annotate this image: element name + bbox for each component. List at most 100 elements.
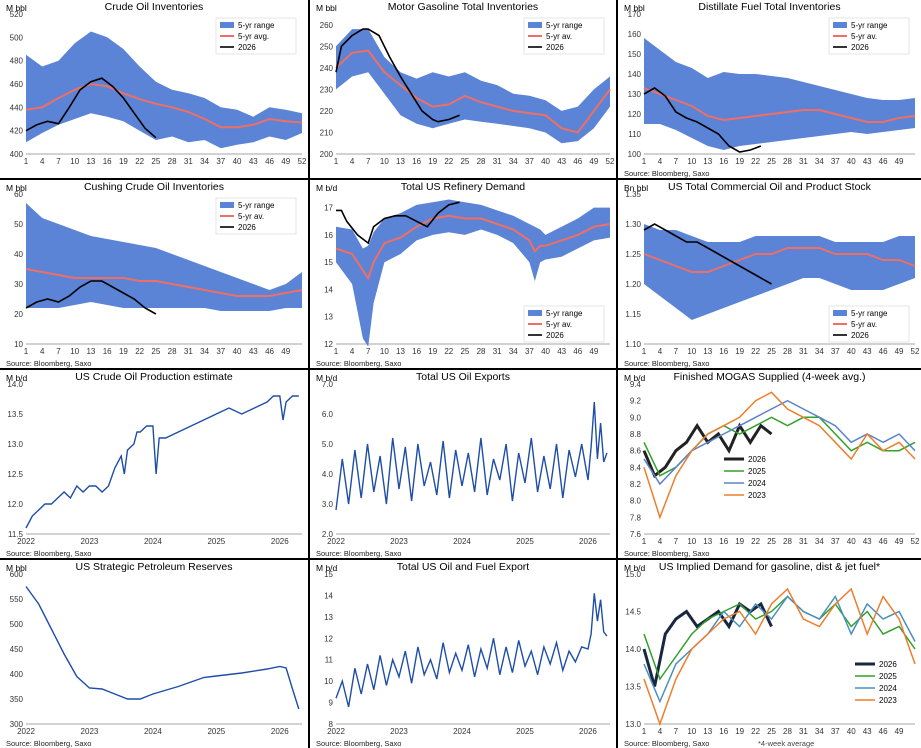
y-axis-unit-label: M b/d — [624, 373, 646, 383]
five-year-range-area — [26, 31, 302, 149]
x-tick-label: 10 — [70, 157, 79, 166]
x-tick-label: 28 — [168, 157, 177, 166]
x-tick-label: 4 — [658, 157, 663, 166]
x-tick-label: 25 — [767, 727, 776, 736]
chart-title: Distillate Fuel Total Inventories — [698, 1, 840, 13]
y-tick-label: 12.0 — [7, 500, 23, 509]
x-tick-label: 19 — [735, 347, 744, 356]
chart-us-crude-production: US Crude Oil Production estimate M b/d 11.… — [6, 371, 302, 558]
legend-swatch-range — [528, 310, 542, 316]
x-tick-label: 16 — [719, 537, 728, 546]
y-axis-unit-label: M b/d — [624, 563, 646, 573]
series-line — [643, 416, 916, 477]
chart-title: Total US Oil Exports — [416, 371, 510, 383]
grid-divider — [308, 0, 310, 748]
x-tick-label: 4 — [40, 157, 45, 166]
x-tick-label: 25 — [151, 347, 160, 356]
x-tick-label: 13 — [396, 157, 405, 166]
x-tick-label: 10 — [380, 157, 389, 166]
legend-label: 2026 — [879, 660, 897, 669]
y-tick-label: 8.4 — [630, 463, 642, 472]
series-line — [25, 395, 299, 529]
x-tick-label: 4 — [658, 537, 663, 546]
legend-label-average: 5-yr av. — [546, 32, 572, 41]
x-tick-label: 2023 — [390, 537, 408, 546]
x-tick-label: 40 — [847, 157, 856, 166]
x-tick-label: 28 — [783, 347, 792, 356]
x-tick-label: 2025 — [516, 727, 534, 736]
y-tick-label: 14.0 — [625, 645, 641, 654]
x-tick-label: 10 — [687, 347, 696, 356]
x-tick-label: 46 — [265, 347, 274, 356]
y-tick-label: 130 — [628, 90, 642, 99]
x-tick-label: 22 — [751, 157, 760, 166]
y-tick-label: 12 — [324, 340, 333, 349]
y-tick-label: 210 — [320, 128, 334, 137]
legend-label: 2025 — [879, 672, 897, 681]
x-tick-label: 13 — [703, 727, 712, 736]
x-tick-label: 13 — [86, 157, 95, 166]
x-tick-label: 31 — [493, 347, 502, 356]
x-tick-label: 37 — [525, 157, 534, 166]
x-tick-label: 40 — [847, 347, 856, 356]
y-tick-label: 8 — [329, 720, 334, 729]
x-tick-label: 16 — [719, 727, 728, 736]
x-tick-label: 37 — [525, 347, 534, 356]
x-tick-label: 2023 — [81, 727, 99, 736]
x-tick-label: 37 — [831, 157, 840, 166]
x-tick-label: 19 — [735, 727, 744, 736]
y-tick-label: 9.2 — [630, 397, 642, 406]
x-tick-label: 49 — [895, 347, 904, 356]
panel-us-oil-exports: Total US Oil Exports M b/d 2.0 3.0 4.0 5.0 6.0… — [310, 370, 616, 558]
x-tick-label: 40 — [541, 347, 550, 356]
y-tick-label: 420 — [10, 127, 24, 136]
x-tick-label: 10 — [380, 347, 389, 356]
panel-crude-oil-inventories: Crude Oil Inventories M bbl 400 420 440 460 48… — [0, 0, 308, 178]
series-line — [335, 401, 608, 511]
y-tick-label: 150 — [628, 50, 642, 59]
x-tick-label: 4 — [658, 347, 663, 356]
x-tick-label: 43 — [863, 347, 872, 356]
x-tick-label: 52 — [298, 157, 307, 166]
series-line — [643, 391, 916, 520]
x-tick-label: 1 — [24, 157, 29, 166]
five-year-range-area — [644, 224, 915, 320]
chart-title: US Implied Demand for gasoline, dist & j… — [659, 561, 880, 573]
panel-motor-gasoline-inventories: Motor Gasoline Total Inventories M bbl 200… — [310, 0, 616, 178]
y-tick-label: 1.35 — [625, 190, 641, 199]
x-tick-label: 49 — [895, 727, 904, 736]
x-tick-label: 31 — [184, 347, 193, 356]
legend-label-range: 5-yr range — [546, 21, 583, 30]
x-tick-label: 2024 — [144, 537, 162, 546]
x-tick-label: 19 — [428, 347, 437, 356]
x-tick-label: 37 — [216, 347, 225, 356]
x-tick-label: 34 — [815, 727, 824, 736]
y-tick-label: 8.2 — [630, 480, 642, 489]
x-tick-label: 7 — [674, 537, 679, 546]
x-tick-label: 31 — [799, 347, 808, 356]
x-tick-label: 1 — [24, 347, 29, 356]
chart-cushing-crude-inventories: Cushing Crude Oil Inventories M bbl 10 20 30… — [6, 181, 303, 368]
chart-title: Total US Refinery Demand — [401, 181, 525, 193]
x-tick-label: 37 — [831, 537, 840, 546]
x-tick-label: 34 — [200, 347, 209, 356]
grid-divider — [0, 368, 921, 370]
x-tick-label: 13 — [703, 347, 712, 356]
y-tick-label: 400 — [10, 150, 24, 159]
x-tick-label: 25 — [460, 347, 469, 356]
legend-label-current: 2026 — [238, 43, 256, 52]
x-tick-label: 49 — [895, 537, 904, 546]
legend-label: 2025 — [748, 467, 766, 476]
x-tick-label: 40 — [847, 537, 856, 546]
x-tick-label: 34 — [509, 347, 518, 356]
legend-label-average: 5-yr av. — [546, 320, 572, 329]
y-tick-label: 40 — [14, 250, 23, 259]
x-tick-label: 19 — [119, 157, 128, 166]
x-tick-label: 2026 — [579, 537, 597, 546]
x-tick-label: 16 — [719, 347, 728, 356]
y-tick-label: 250 — [320, 42, 334, 51]
x-tick-label: 1 — [642, 157, 647, 166]
panel-cushing-crude-inventories: Cushing Crude Oil Inventories M bbl 10 20 30… — [0, 180, 308, 368]
